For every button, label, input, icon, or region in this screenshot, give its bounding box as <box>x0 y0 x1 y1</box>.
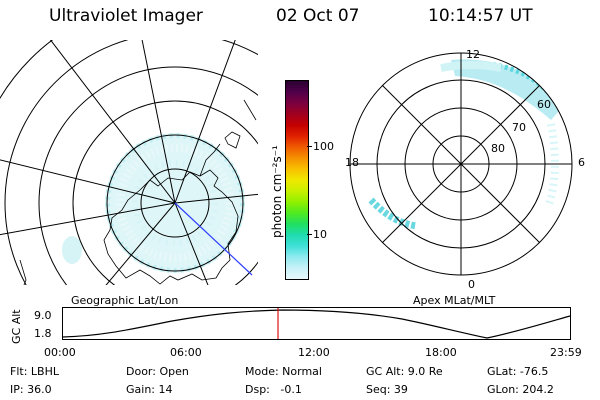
colorbar-tick-100: 100 <box>313 140 334 153</box>
colorbar <box>285 80 309 280</box>
mlt-label-12: 12 <box>466 48 480 61</box>
status-seq: Seq: 39 <box>366 383 408 396</box>
right-map-label: Apex MLat/MLT <box>413 294 496 307</box>
colorbar-unit-label: photon cm⁻²s⁻¹ <box>270 145 284 238</box>
status-ip: IP: 36.0 <box>10 383 52 396</box>
meridian-lines <box>0 40 258 285</box>
instrument-title: Ultraviolet Imager <box>49 6 203 26</box>
status-mode: Mode: Normal <box>245 365 322 378</box>
coastline-fragment <box>19 259 27 285</box>
colorbar-tickmark <box>307 234 312 235</box>
time-label: 10:14:57 UT <box>428 6 533 26</box>
peninsula-coastline <box>199 143 221 177</box>
magnetic-map <box>349 52 573 276</box>
antarctica-coastline <box>103 169 239 285</box>
colorbar-tick-10: 10 <box>313 228 327 241</box>
mlt-label-18: 18 <box>345 156 359 169</box>
status-filter: Flt: LBHL <box>10 365 59 378</box>
status-glon: GLon: 204.2 <box>487 383 554 396</box>
mlt-label-6: 6 <box>578 156 585 169</box>
altitude-xtick-0600: 06:00 <box>170 346 202 359</box>
sun-direction-line <box>174 202 253 276</box>
mlat-label-70: 70 <box>512 121 526 134</box>
mlat-label-80: 80 <box>491 142 505 155</box>
mlat-label-60: 60 <box>537 98 551 111</box>
latitude-circles <box>0 40 258 285</box>
altitude-plot-frame <box>62 307 571 340</box>
status-door: Door: Open <box>126 365 189 378</box>
altitude-xtick-2359: 23:59 <box>550 346 582 359</box>
mlt-lines <box>350 53 572 275</box>
status-gain: Gain: 14 <box>126 383 173 396</box>
altitude-ylabel: GC Alt <box>10 309 23 344</box>
geographic-map <box>0 40 258 285</box>
colorbar-tickmark <box>307 146 312 147</box>
status-dsp: Dsp: -0.1 <box>245 383 302 396</box>
status-glat: GLat: -76.5 <box>487 365 549 378</box>
altitude-xtick-1800: 18:00 <box>425 346 457 359</box>
altitude-xtick-0000: 00:00 <box>44 346 76 359</box>
island-coastline <box>224 131 241 149</box>
coastline-fragment <box>243 99 257 121</box>
mlt-label-0: 0 <box>468 278 475 291</box>
altitude-xtick-1200: 12:00 <box>298 346 330 359</box>
status-gc-alt: GC Alt: 9.0 Re <box>366 365 443 378</box>
date-label: 02 Oct 07 <box>276 6 360 26</box>
emission-patch <box>62 236 82 264</box>
altitude-ytick-high: 9.0 <box>34 309 52 322</box>
altitude-curve <box>62 309 571 339</box>
altitude-ytick-low: 1.8 <box>34 327 52 340</box>
altitude-plot <box>62 307 571 340</box>
left-map-label: Geographic Lat/Lon <box>71 294 179 307</box>
